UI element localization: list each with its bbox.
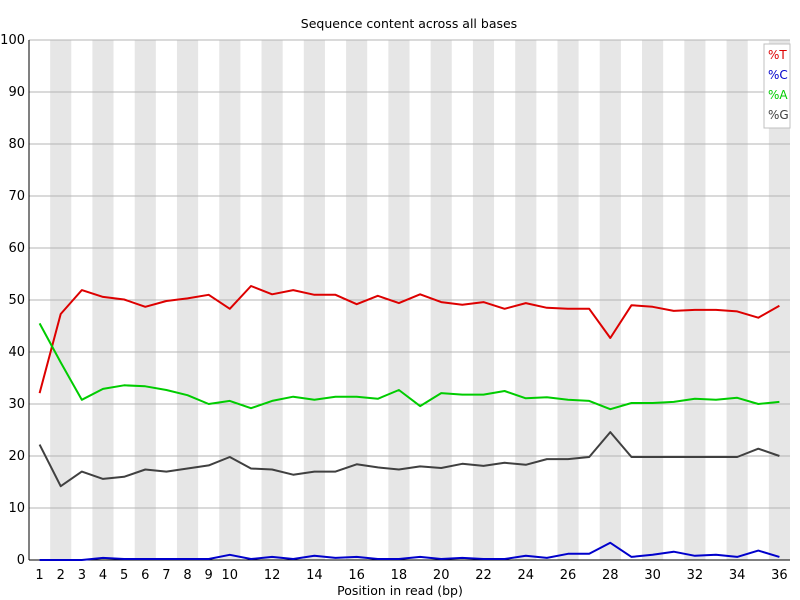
x-tick-label: 3: [78, 568, 86, 583]
x-tick-label: 28: [602, 568, 619, 583]
x-tick-label: 18: [391, 568, 408, 583]
x-tick-label: 32: [687, 568, 704, 583]
series-line-pct-g: [38, 431, 780, 488]
series-line-pct-c: [39, 541, 780, 561]
y-tick-labels: 0 10 20 30 40 50 60 70 80 90 100: [0, 33, 25, 568]
y-tick-label: 50: [8, 293, 25, 308]
x-tick-label: 36: [771, 568, 788, 583]
y-tick-label: 0: [17, 553, 25, 568]
x-tick-label: 2: [57, 568, 65, 583]
x-tick-label: 9: [205, 568, 213, 583]
y-tick-label: 30: [8, 397, 25, 412]
series-line-pct-t: [38, 285, 780, 394]
legend-entry: %G: [768, 108, 789, 122]
legend-entry: %T: [768, 48, 787, 62]
x-tick-label: 5: [120, 568, 128, 583]
x-tick-label: 8: [183, 568, 191, 583]
legend-entry: %C: [768, 68, 788, 82]
y-tick-label: 60: [8, 241, 25, 256]
x-tick-label: 7: [162, 568, 170, 583]
x-tick-label: 22: [475, 568, 492, 583]
series-line-pct-a: [38, 322, 780, 411]
x-tick-label: 14: [306, 568, 323, 583]
x-tick-labels: 1 2 3 4 5 6 7 8 9 10 12 14 16 18 20 22 24 26 28 30 32 34 36: [35, 568, 787, 583]
x-tick-label: 1: [35, 568, 43, 583]
y-tick-label: 90: [8, 85, 25, 100]
y-tick-label: 80: [8, 137, 25, 152]
y-tick-label: 20: [8, 449, 25, 464]
y-tick-label: 70: [8, 189, 25, 204]
x-tick-label: 26: [560, 568, 577, 583]
x-tick-label: 30: [644, 568, 661, 583]
x-tick-label: 12: [264, 568, 281, 583]
y-tick-label: 100: [0, 33, 25, 48]
legend: %T %C %A %G: [763, 43, 791, 129]
x-tick-label: 34: [729, 568, 746, 583]
chart-title: Sequence content across all bases: [301, 16, 517, 31]
y-tick-label: 10: [8, 501, 25, 516]
y-tick-label: 40: [8, 345, 25, 360]
x-tick-label: 6: [141, 568, 149, 583]
legend-box: [763, 43, 791, 129]
x-tick-label: 20: [433, 568, 450, 583]
legend-entry: %A: [768, 88, 788, 102]
x-axis-title: Position in read (bp): [337, 583, 463, 598]
x-tick-label: 24: [517, 568, 534, 583]
x-tick-label: 4: [99, 568, 107, 583]
x-tick-label: 16: [348, 568, 365, 583]
series-lines: [38, 285, 780, 561]
x-tick-label: 10: [222, 568, 239, 583]
